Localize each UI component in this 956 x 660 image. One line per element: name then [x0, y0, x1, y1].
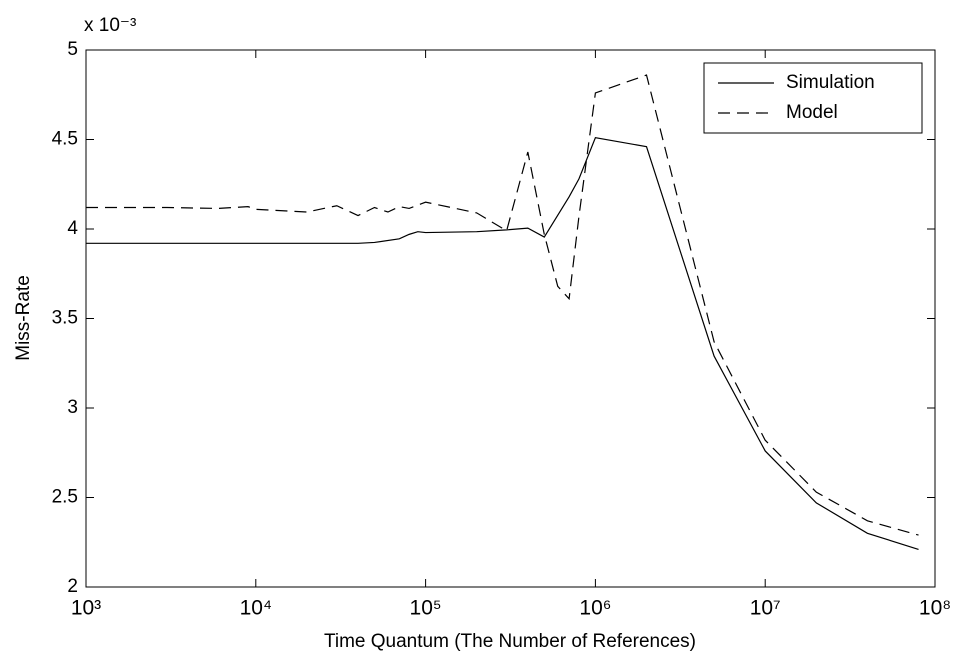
y-tick-label: 3.5	[52, 308, 78, 329]
x-tick-label: 10⁷	[750, 597, 781, 620]
y-tick-label: 3	[67, 397, 78, 418]
x-axis-label: Time Quantum (The Number of References)	[324, 631, 696, 652]
x-tick-label: 10³	[71, 597, 101, 620]
y-axis-label: Miss-Rate	[13, 275, 34, 361]
legend-label: Simulation	[786, 72, 875, 93]
series-line	[86, 137, 919, 550]
series-line	[86, 74, 919, 536]
y-tick-label: 2	[67, 576, 78, 597]
legend-label: Model	[786, 102, 838, 123]
x-tick-label: 10⁵	[410, 597, 442, 620]
x-tick-label: 10⁶	[579, 597, 611, 620]
y-multiplier: x 10⁻³	[84, 15, 136, 36]
y-tick-label: 2.5	[52, 487, 78, 508]
y-tick-label: 4.5	[52, 129, 78, 150]
y-tick-label: 4	[67, 218, 78, 239]
x-tick-label: 10⁸	[919, 597, 951, 620]
x-tick-label: 10⁴	[240, 597, 272, 620]
legend-box	[703, 62, 923, 134]
y-tick-label: 5	[67, 39, 78, 60]
